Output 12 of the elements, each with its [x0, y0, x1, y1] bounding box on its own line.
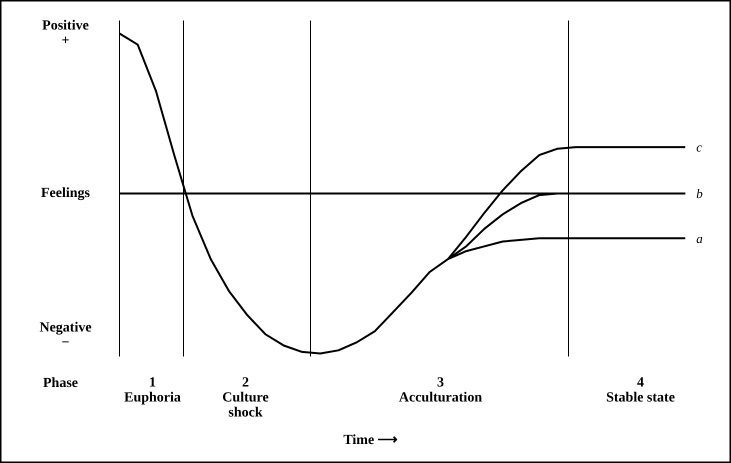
- text: 1 Euphoria: [124, 376, 181, 406]
- text: Phase: [43, 376, 78, 391]
- series-label: a: [696, 230, 704, 246]
- text: 4 Stable state: [606, 376, 675, 406]
- text: Negative −: [39, 320, 92, 350]
- text: Time ⟶: [343, 433, 398, 448]
- text: Positive +: [42, 18, 89, 48]
- text: 2 Culture shock: [222, 376, 269, 420]
- series-label: b: [696, 186, 704, 201]
- text: Feelings: [41, 186, 91, 201]
- text: 3 Acculturation: [398, 376, 482, 406]
- series-label: c: [696, 140, 702, 155]
